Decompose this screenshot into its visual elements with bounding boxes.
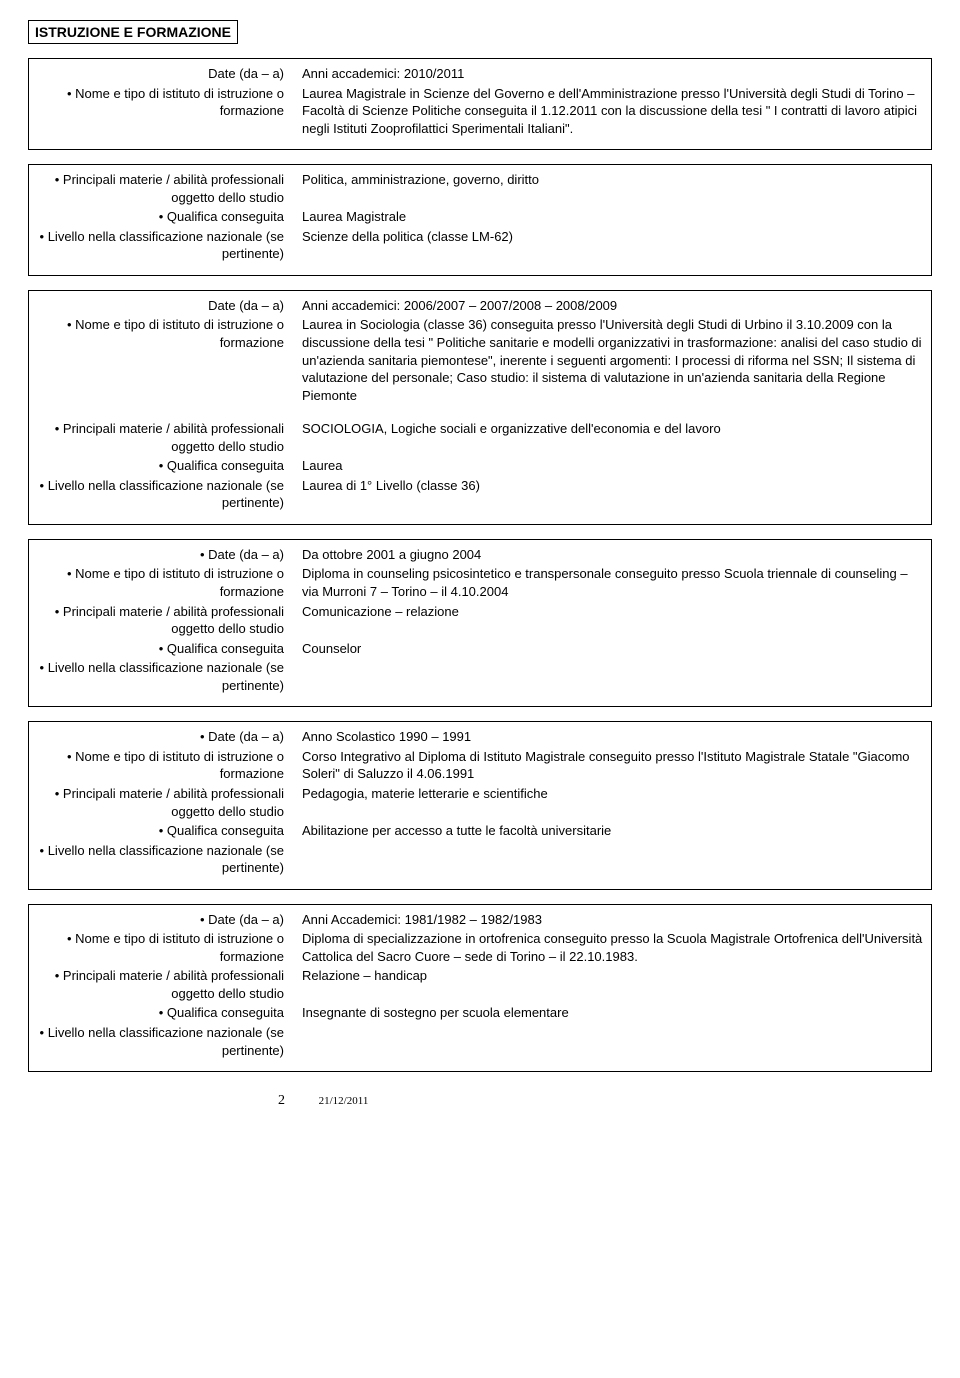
value-livello: Laurea di 1° Livello (classe 36) [302,477,923,512]
label-date: Date (da – a) [37,297,302,315]
value-date: Anni Accademici: 1981/1982 – 1982/1983 [302,911,923,929]
value-livello [302,1024,923,1059]
label-livello: • Livello nella classificazione nazional… [37,659,302,694]
value-materie: Pedagogia, materie letterarie e scientif… [302,785,923,820]
label-livello: • Livello nella classificazione nazional… [37,842,302,877]
label-livello: • Livello nella classificazione nazional… [37,228,302,263]
value-istituto: Corso Integrativo al Diploma di Istituto… [302,748,923,783]
footer-date: 21/12/2011 [319,1095,369,1107]
value-materie: SOCIOLOGIA, Logiche sociali e organizzat… [302,420,923,455]
label-materie: • Principali materie / abilità professio… [37,603,302,638]
value-date: Anno Scolastico 1990 – 1991 [302,728,923,746]
section-header: ISTRUZIONE E FORMAZIONE [28,20,238,44]
education-block-1b: • Principali materie / abilità professio… [28,164,932,276]
page-footer: 2 21/12/2011 [28,1092,932,1109]
label-materie: • Principali materie / abilità professio… [37,967,302,1002]
label-qualifica: • Qualifica conseguita [37,457,302,475]
label-date: • Date (da – a) [37,728,302,746]
value-livello [302,842,923,877]
label-date: • Date (da – a) [37,546,302,564]
label-materie: • Principali materie / abilità professio… [37,785,302,820]
label-livello: • Livello nella classificazione nazional… [37,477,302,512]
value-livello [302,659,923,694]
label-qualifica: • Qualifica conseguita [37,640,302,658]
value-qualifica: Abilitazione per accesso a tutte le faco… [302,822,923,840]
value-materie: Comunicazione – relazione [302,603,923,638]
label-istituto: • Nome e tipo di istituto di istruzione … [37,565,302,600]
label-qualifica: • Qualifica conseguita [37,208,302,226]
education-block-1a: Date (da – a) Anni accademici: 2010/2011… [28,58,932,150]
label-istituto: • Nome e tipo di istituto di istruzione … [37,930,302,965]
value-date: Anni accademici: 2010/2011 [302,65,923,83]
label-qualifica: • Qualifica conseguita [37,1004,302,1022]
value-livello: Scienze della politica (classe LM-62) [302,228,923,263]
value-date: Anni accademici: 2006/2007 – 2007/2008 –… [302,297,923,315]
value-qualifica: Laurea [302,457,923,475]
education-block-5: • Date (da – a) Anni Accademici: 1981/19… [28,904,932,1072]
label-istituto: • Nome e tipo di istituto di istruzione … [37,85,302,138]
value-qualifica: Counselor [302,640,923,658]
education-block-2: Date (da – a) Anni accademici: 2006/2007… [28,290,932,525]
label-materie: • Principali materie / abilità professio… [37,171,302,206]
label-materie: • Principali materie / abilità professio… [37,420,302,455]
value-qualifica: Insegnante di sostegno per scuola elemen… [302,1004,923,1022]
label-istituto: • Nome e tipo di istituto di istruzione … [37,316,302,404]
value-date: Da ottobre 2001 a giugno 2004 [302,546,923,564]
page-number: 2 [278,1093,285,1108]
education-block-3: • Date (da – a) Da ottobre 2001 a giugno… [28,539,932,707]
value-istituto: Diploma di specializzazione in ortofreni… [302,930,923,965]
label-istituto: • Nome e tipo di istituto di istruzione … [37,748,302,783]
label-qualifica: • Qualifica conseguita [37,822,302,840]
value-istituto: Laurea Magistrale in Scienze del Governo… [302,85,923,138]
label-date: • Date (da – a) [37,911,302,929]
value-materie: Relazione – handicap [302,967,923,1002]
value-istituto: Laurea in Sociologia (classe 36) consegu… [302,316,923,404]
value-materie: Politica, amministrazione, governo, diri… [302,171,923,206]
label-date: Date (da – a) [37,65,302,83]
education-block-4: • Date (da – a) Anno Scolastico 1990 – 1… [28,721,932,889]
label-livello: • Livello nella classificazione nazional… [37,1024,302,1059]
value-qualifica: Laurea Magistrale [302,208,923,226]
value-istituto: Diploma in counseling psicosintetico e t… [302,565,923,600]
